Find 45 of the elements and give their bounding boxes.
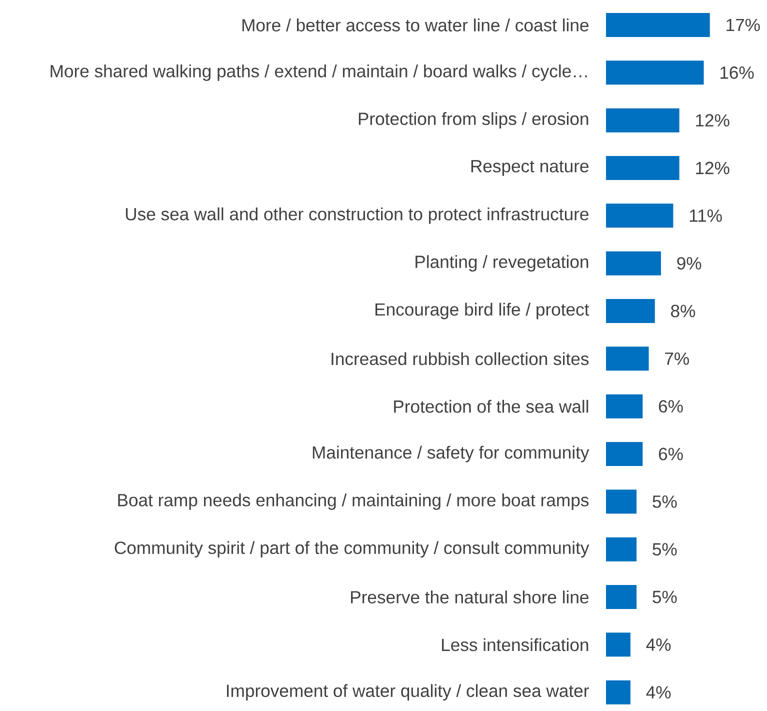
y-tick-label: More / better access to water line / coast line: [242, 18, 588, 32]
bar: [606, 680, 630, 704]
data-label: 11%: [690, 210, 722, 222]
y-tick-label: Preserve the natural shore line: [351, 590, 588, 604]
bar: [606, 299, 655, 324]
y-tick-label: Community spirit / part of the community / consult community: [114, 541, 590, 558]
data-label: 4%: [646, 638, 671, 651]
bar: [606, 156, 680, 180]
data-label: 17%: [726, 18, 760, 32]
y-tick-label: Less intensification: [442, 638, 588, 652]
data-label: 6%: [658, 400, 683, 413]
bar: [606, 13, 710, 38]
data-label: 4%: [646, 686, 671, 698]
data-label: 6%: [658, 448, 683, 460]
data-label: 8%: [671, 304, 696, 318]
y-tick-label: Use sea wall and other construction to protect infrastructure: [126, 207, 588, 224]
y-tick-label: Improvement of water quality / clean sea water: [227, 684, 589, 701]
data-label: 5%: [652, 495, 677, 508]
bar: [606, 108, 680, 132]
bar: [606, 585, 637, 610]
bar: [606, 60, 704, 85]
data-label: 7%: [665, 352, 689, 365]
y-tick-label: Respect nature: [471, 160, 588, 176]
y-tick-label: Protection from slips / erosion: [358, 112, 588, 129]
bar: [606, 442, 643, 466]
y-tick-label: More shared walking paths / extend / maintain / board walks / cycle…: [50, 64, 587, 81]
bar: [606, 251, 661, 276]
data-label: 9%: [677, 257, 702, 270]
bar: [606, 632, 630, 657]
data-label: 5%: [652, 590, 677, 604]
bar: [606, 490, 637, 514]
y-tick-label: Protection of the sea wall: [394, 400, 588, 413]
y-tick-label: Increased rubbish collection sites: [332, 352, 589, 366]
data-label: 12%: [696, 114, 730, 127]
y-tick-label: Planting / revegetation: [416, 255, 588, 272]
data-label: 16%: [720, 66, 754, 79]
data-label: 5%: [652, 543, 677, 556]
bar: [606, 537, 637, 562]
y-tick-label: Encourage bird life / protect: [376, 302, 590, 320]
bar: [606, 394, 643, 418]
y-tick-label: Boat ramp needs enhancing / maintaining / more boat ramps: [118, 493, 589, 510]
y-tick-label: Maintenance / safety for community: [312, 446, 590, 462]
data-label: 12%: [696, 162, 730, 174]
bar: [606, 204, 674, 228]
bar: [606, 346, 649, 371]
